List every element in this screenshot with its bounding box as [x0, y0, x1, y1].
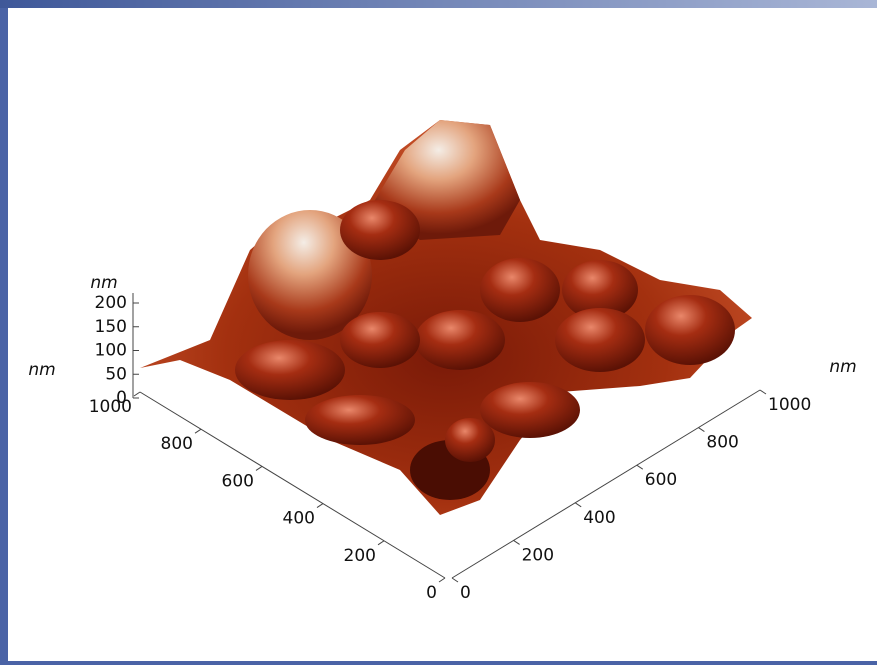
- left-axis-tick-label: 0: [426, 583, 437, 603]
- left-axis-tick-label: 1000: [89, 397, 132, 417]
- right-axis-tick-label: 0: [460, 583, 471, 603]
- grain: [340, 312, 420, 368]
- grain: [645, 295, 735, 365]
- z-tick-label: 200: [95, 293, 127, 313]
- z-tick-label: 50: [105, 364, 127, 384]
- right-axis-tick-label: 200: [522, 545, 554, 565]
- left-axis-tick-label: 800: [161, 434, 193, 454]
- grain: [235, 340, 345, 400]
- grain: [480, 382, 580, 438]
- z-axis-unit: nm: [90, 273, 117, 293]
- grain: [445, 418, 495, 462]
- left-axis-tick-label: 400: [283, 509, 315, 529]
- left-axis-unit: nm: [28, 360, 55, 380]
- z-tick-label: 100: [95, 341, 127, 361]
- grain: [480, 258, 560, 322]
- frame-top: [0, 0, 877, 8]
- right-axis-tick-label: 600: [645, 470, 677, 490]
- z-tick-label: 150: [95, 317, 127, 337]
- left-axis-tick-label: 600: [222, 471, 254, 491]
- right-axis-tick-label: 1000: [768, 395, 811, 415]
- grain: [305, 395, 415, 445]
- right-axis-tick-label: 400: [583, 508, 615, 528]
- right-axis-tick-label: 800: [706, 433, 738, 453]
- afm-plot: nm nm nm 0501001502000200400600800100002…: [0, 0, 877, 661]
- grain: [340, 200, 420, 260]
- grain: [415, 310, 505, 370]
- page: {"z_axis": {"unit": "nm", "ticks": [0, 5…: [0, 0, 877, 661]
- grain: [555, 308, 645, 372]
- right-axis-unit: nm: [829, 357, 856, 377]
- left-axis-tick-label: 200: [344, 546, 376, 566]
